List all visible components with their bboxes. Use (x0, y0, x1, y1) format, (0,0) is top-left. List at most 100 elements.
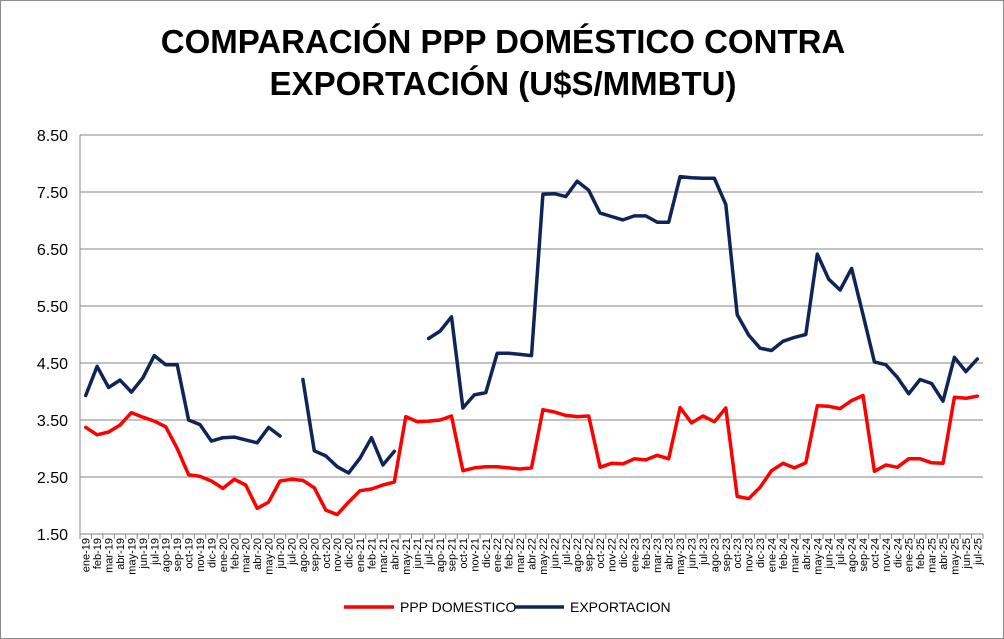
x-tick-label: ago-21 (435, 538, 447, 572)
x-tick-label: jul-21 (424, 538, 436, 566)
x-tick-label: mar-19 (104, 538, 116, 573)
y-tick-label: 1.50 (37, 527, 68, 544)
series-lines (83, 174, 980, 517)
x-tick-label: jul-25 (972, 538, 984, 566)
x-tick-label: may-24 (812, 538, 824, 575)
x-tick-label: abr-23 (664, 538, 676, 570)
chart-title-line-2: EXPORTACIÓN (U$S/MMBTU) (269, 65, 737, 102)
x-tick-label: jul-22 (561, 538, 573, 566)
x-tick-label: sep-24 (858, 538, 870, 572)
legend-label-ppp-domestico: PPP DOMESTICO (400, 599, 517, 615)
x-tick-label: jun-19 (138, 538, 150, 570)
x-tick-label: ene-21 (355, 538, 367, 572)
x-tick-label: feb-22 (504, 538, 516, 569)
y-axis-ticks: 1.50 2.50 3.50 4.50 5.50 6.50 7.50 8.50 (37, 128, 68, 544)
x-tick-label: feb-20 (229, 538, 241, 569)
x-tick-label: mar-24 (789, 538, 801, 573)
legend: PPP DOMESTICO EXPORTACION (344, 599, 671, 615)
x-tick-label: oct-24 (869, 538, 881, 569)
x-tick-label: jun-22 (549, 538, 561, 570)
x-tick-label: nov-19 (195, 538, 207, 572)
x-tick-label: dic-24 (892, 538, 904, 568)
x-tick-label: mar-22 (515, 538, 527, 573)
x-tick-label: sep-23 (721, 538, 733, 572)
x-tick-label: mar-23 (652, 538, 664, 573)
x-tick-label: sep-22 (584, 538, 596, 572)
x-tick-label: ene-19 (81, 538, 93, 572)
x-tick-label: oct-19 (184, 538, 196, 569)
x-tick-label: ago-24 (847, 538, 859, 572)
x-tick-label: may-23 (675, 538, 687, 575)
x-tick-label: may-21 (401, 538, 413, 575)
series-line-ppp-domestico (83, 393, 980, 517)
x-tick-label: jul-23 (698, 538, 710, 566)
x-tick-label: sep-20 (309, 538, 321, 572)
x-tick-label: dic-20 (344, 538, 356, 568)
x-tick-label: abr-19 (115, 538, 127, 570)
x-tick-label: nov-20 (332, 538, 344, 572)
x-tick-label: nov-21 (469, 538, 481, 572)
x-tick-label: abr-25 (938, 538, 950, 570)
x-tick-label: dic-19 (206, 538, 218, 568)
x-tick-label: ene-24 (767, 538, 779, 572)
y-tick-label: 3.50 (37, 413, 68, 430)
x-tick-label: sep-21 (446, 538, 458, 572)
x-tick-label: dic-23 (755, 538, 767, 568)
x-tick-label: may-20 (264, 538, 276, 575)
x-tick-label: ene-20 (218, 538, 230, 572)
x-tick-label: ene-22 (492, 538, 504, 572)
x-tick-label: abr-21 (389, 538, 401, 570)
x-tick-label: ene-25 (904, 538, 916, 572)
x-tick-label: dic-22 (618, 538, 630, 568)
x-tick-label: ene-23 (629, 538, 641, 572)
y-tick-label: 6.50 (37, 242, 68, 259)
axes (79, 135, 983, 535)
x-tick-label: nov-23 (744, 538, 756, 572)
x-tick-label: jun-25 (961, 538, 973, 570)
x-tick-label: feb-21 (366, 538, 378, 569)
y-tick-label: 8.50 (37, 128, 68, 145)
x-tick-label: feb-23 (641, 538, 653, 569)
x-tick-label: nov-22 (607, 538, 619, 572)
x-axis-ticks: ene-19 feb-19 mar-19 abr-19 may-19 jun-19 jul-… (79, 534, 984, 575)
chart-title: COMPARACIÓN PPP DOMÉSTICO CONTRA EXPORTA… (1, 21, 1004, 105)
x-tick-label: jun-20 (275, 538, 287, 570)
x-tick-label: feb-24 (778, 538, 790, 569)
x-tick-label: oct-22 (595, 538, 607, 569)
y-tick-label: 4.50 (37, 356, 68, 373)
y-tick-label: 5.50 (37, 299, 68, 316)
x-tick-label: may-22 (538, 538, 550, 575)
x-tick-label: abr-24 (801, 538, 813, 570)
legend-label-exportacion: EXPORTACION (570, 599, 671, 615)
chart-title-line-1: COMPARACIÓN PPP DOMÉSTICO CONTRA (160, 23, 846, 60)
x-tick-label: jul-20 (286, 538, 298, 566)
x-tick-label: ago-22 (572, 538, 584, 572)
x-tick-label: may-25 (949, 538, 961, 575)
x-tick-label: mar-25 (927, 538, 939, 573)
y-tick-label: 7.50 (37, 185, 68, 202)
x-tick-label: jul-19 (149, 538, 161, 566)
y-tick-label: 2.50 (37, 470, 68, 487)
x-tick-label: jul-24 (835, 538, 847, 566)
x-tick-label: nov-24 (881, 538, 893, 572)
x-tick-label: mar-20 (241, 538, 253, 573)
x-tick-label: dic-21 (481, 538, 493, 568)
x-tick-label: jun-24 (824, 538, 836, 570)
x-tick-label: oct-21 (458, 538, 470, 569)
x-tick-label: may-19 (126, 538, 138, 575)
x-tick-label: sep-19 (172, 538, 184, 572)
x-tick-label: jun-23 (687, 538, 699, 570)
x-tick-label: jun-21 (412, 538, 424, 570)
x-tick-label: abr-22 (527, 538, 539, 570)
x-tick-label: abr-20 (252, 538, 264, 570)
series-line-exportacion (83, 174, 980, 475)
x-tick-label: oct-23 (732, 538, 744, 569)
x-tick-label: mar-21 (378, 538, 390, 573)
x-tick-label: ago-23 (709, 538, 721, 572)
x-tick-label: ago-20 (298, 538, 310, 572)
x-tick-label: feb-25 (915, 538, 927, 569)
x-tick-label: oct-20 (321, 538, 333, 569)
x-tick-label: ago-19 (161, 538, 173, 572)
